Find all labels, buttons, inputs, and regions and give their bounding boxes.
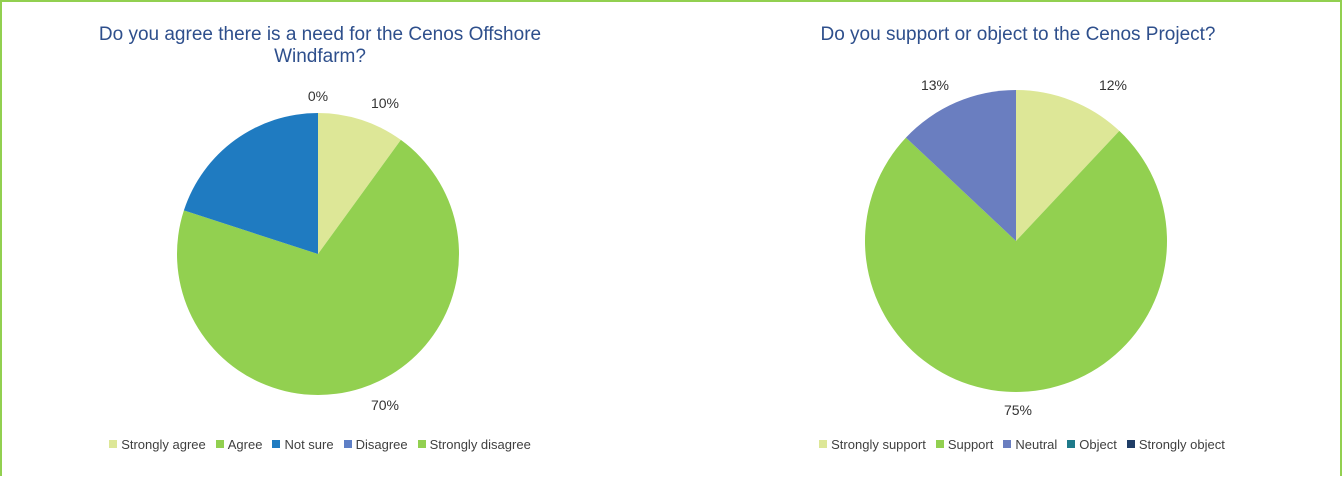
legend-item: Strongly object [1126,437,1225,452]
chart-title-line-1: Do you agree there is a need for the Cen… [98,24,542,45]
data-label: 75% [1004,402,1032,418]
legend-item: Agree [215,437,263,452]
legend-item: Object [1067,437,1117,452]
legend-item: Neutral [1003,437,1057,452]
legend-label: Strongly disagree [429,437,531,452]
chart-legend: Strongly support Support Neutral Object Stro… [700,437,1344,452]
chart-legend: Strongly agree Agree Not sure Disagree Stron… [0,437,640,452]
chart-title-line-2: Windfarm? [274,46,366,67]
legend-swatch [272,440,281,448]
legend-item: Support [935,437,994,452]
legend-label: Strongly object [1138,437,1225,452]
pie-slice-strongly-support [1016,90,1120,241]
data-label: 10% [371,95,399,111]
legend-label: Strongly agree [121,437,206,452]
data-label: 13% [921,77,949,93]
data-label: 0% [308,88,328,104]
pie-slice-not-sure [183,113,318,254]
legend-item: Strongly agree [109,437,206,452]
legend-item: Strongly disagree [417,437,531,452]
data-label: 12% [1099,77,1127,93]
legend-label: Support [947,437,994,452]
legend-swatch [1067,440,1076,448]
legend-item: Not sure [272,437,334,452]
legend-swatch [1126,440,1135,448]
legend-swatch [343,440,352,448]
pie-slice-agree [177,139,460,395]
legend-swatch [819,440,828,448]
pie-slice-strongly-agree [318,113,401,254]
pie-slice-neutral [905,90,1016,241]
legend-label: Object [1079,437,1117,452]
legend-label: Neutral [1015,437,1058,452]
support-pie-chart: 12% 75% 13% [865,77,1167,418]
chart-title-line-1: Do you support or object to the Cenos Pr… [820,24,1216,45]
need-chart-panel: Do you agree there is a need for the Cen… [0,0,640,478]
legend-item: Strongly support [819,437,926,452]
chart-title: Do you support or object to the Cenos Pr… [700,24,1336,46]
legend-label: Not sure [284,437,334,452]
legend-swatch [1003,440,1012,448]
legend-label: Agree [227,437,263,452]
pie-slice-support [865,130,1167,393]
legend-label: Disagree [355,437,408,452]
legend-item: Disagree [343,437,408,452]
legend-label: Strongly support [831,437,926,452]
support-chart-panel: Do you support or object to the Cenos Pr… [700,0,1344,478]
data-label: 70% [371,397,399,413]
chart-title: Do you agree there is a need for the Cen… [0,24,640,68]
legend-swatch [935,440,944,448]
legend-swatch [417,440,426,448]
need-pie-chart: 10% 70% 0% [177,88,460,413]
legend-swatch [215,440,224,448]
legend-swatch [109,440,118,448]
